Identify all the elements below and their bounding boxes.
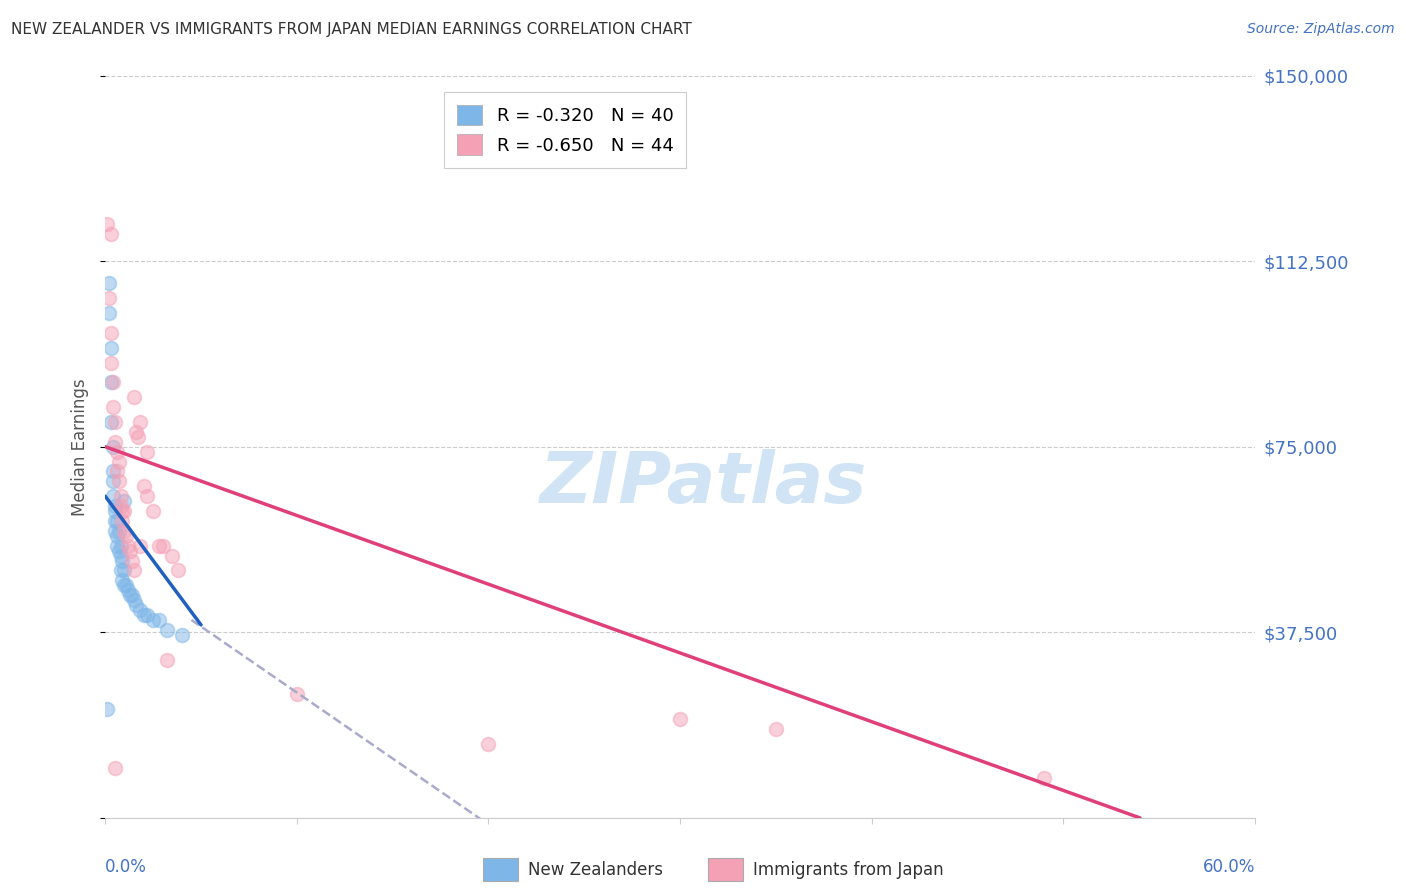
Point: [107, 475, 129, 489]
Point: [107, 524, 129, 538]
Point: [122, 564, 145, 578]
Legend: R = -0.320   N = 40, R = -0.650   N = 44: R = -0.320 N = 40, R = -0.650 N = 44: [444, 92, 686, 168]
Point: [142, 504, 165, 518]
Point: [107, 454, 129, 468]
Point: [111, 504, 134, 518]
Point: [148, 613, 170, 627]
Text: Source: ZipAtlas.com: Source: ZipAtlas.com: [1247, 22, 1395, 37]
Point: [100, 355, 122, 369]
Point: [136, 489, 159, 503]
Point: [104, 524, 127, 538]
Point: [121, 553, 143, 567]
Point: [110, 489, 132, 503]
Point: [96, 702, 118, 716]
Point: [112, 578, 135, 592]
Point: [170, 628, 193, 642]
Point: [115, 578, 138, 592]
Point: [110, 549, 132, 563]
Point: [111, 514, 134, 528]
Point: [128, 603, 150, 617]
Point: [101, 376, 124, 390]
Text: 0.0%: 0.0%: [105, 858, 148, 876]
Point: [101, 465, 124, 479]
Point: [101, 440, 124, 454]
Point: [115, 529, 138, 543]
Point: [669, 712, 692, 726]
Point: [104, 514, 127, 528]
Point: [100, 227, 122, 241]
Point: [112, 564, 135, 578]
Point: [112, 494, 135, 508]
Point: [120, 543, 142, 558]
Point: [105, 514, 128, 528]
Point: [121, 588, 143, 602]
Point: [152, 539, 174, 553]
Text: 60.0%: 60.0%: [1202, 858, 1256, 876]
Point: [125, 598, 148, 612]
Point: [100, 341, 122, 355]
Point: [101, 489, 124, 503]
Point: [132, 607, 155, 622]
Point: [111, 553, 134, 567]
Point: [104, 761, 127, 775]
Text: Immigrants from Japan: Immigrants from Japan: [754, 861, 943, 879]
Point: [117, 583, 139, 598]
Point: [120, 588, 142, 602]
Point: [142, 613, 165, 627]
Point: [98, 306, 121, 320]
Point: [100, 415, 122, 429]
Point: [105, 529, 128, 543]
Point: [104, 415, 127, 429]
Point: [155, 623, 177, 637]
Text: New Zealanders: New Zealanders: [529, 861, 664, 879]
Point: [148, 539, 170, 553]
Point: [100, 376, 122, 390]
Point: [105, 465, 128, 479]
Point: [98, 291, 121, 305]
Point: [105, 539, 128, 553]
Point: [127, 430, 149, 444]
Point: [112, 504, 135, 518]
Point: [96, 217, 118, 231]
Point: [122, 390, 145, 404]
Point: [107, 543, 129, 558]
Point: [765, 722, 787, 736]
Point: [110, 539, 132, 553]
Text: NEW ZEALANDER VS IMMIGRANTS FROM JAPAN MEDIAN EARNINGS CORRELATION CHART: NEW ZEALANDER VS IMMIGRANTS FROM JAPAN M…: [11, 22, 692, 37]
Point: [128, 539, 150, 553]
Point: [122, 593, 145, 607]
Point: [477, 737, 499, 751]
Point: [128, 415, 150, 429]
Point: [112, 524, 135, 538]
Point: [104, 434, 127, 449]
Point: [162, 549, 184, 563]
Y-axis label: Median Earnings: Median Earnings: [72, 378, 89, 516]
Point: [167, 564, 190, 578]
Point: [105, 444, 128, 458]
Point: [285, 687, 308, 701]
Point: [110, 564, 132, 578]
Text: ZIPatlas: ZIPatlas: [540, 450, 866, 518]
Point: [136, 444, 159, 458]
Point: [111, 574, 134, 588]
Point: [104, 504, 127, 518]
Point: [101, 475, 124, 489]
Point: [136, 607, 159, 622]
Point: [100, 326, 122, 340]
Point: [98, 277, 121, 291]
Point: [117, 539, 139, 553]
Point: [1033, 772, 1056, 786]
Point: [110, 499, 132, 513]
Point: [132, 479, 155, 493]
Point: [104, 499, 127, 513]
Point: [125, 425, 148, 439]
Point: [101, 400, 124, 414]
Point: [155, 652, 177, 666]
